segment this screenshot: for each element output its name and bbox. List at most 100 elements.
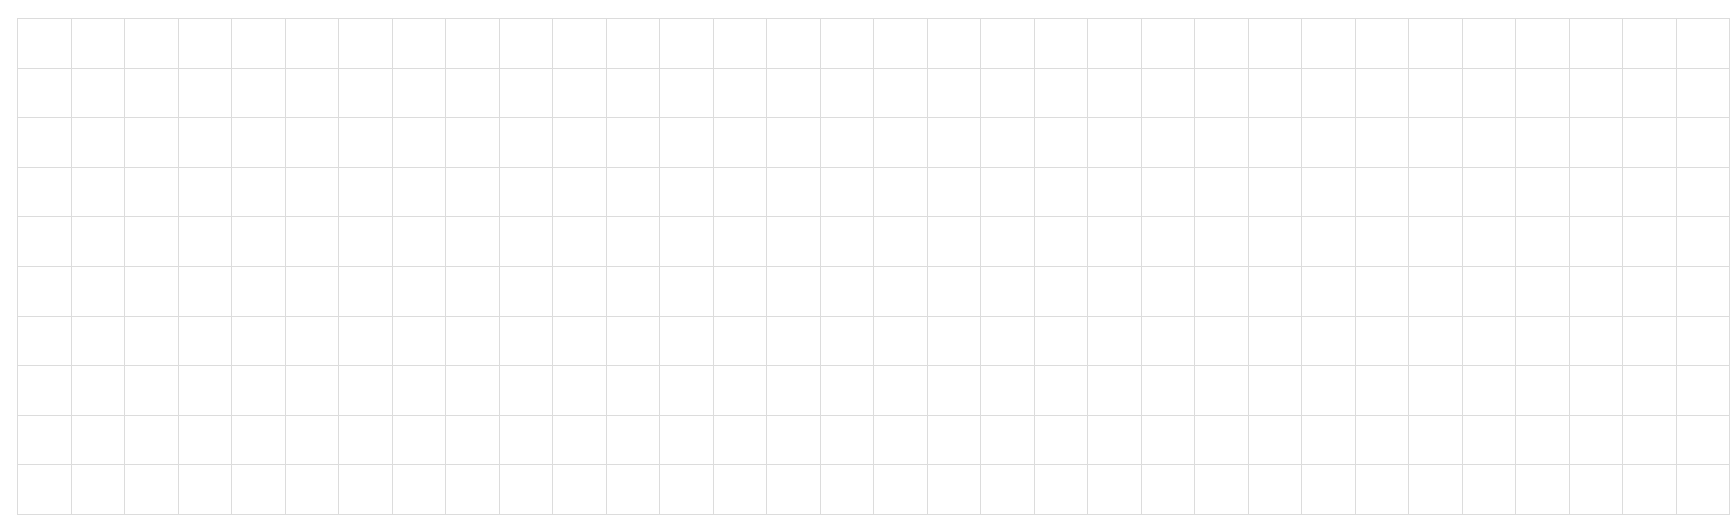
grid-cell[interactable] xyxy=(1355,465,1409,515)
grid-cell[interactable] xyxy=(1516,266,1570,317)
grid-cell[interactable] xyxy=(927,415,981,466)
grid-cell[interactable] xyxy=(125,19,179,69)
grid-cell[interactable] xyxy=(446,266,500,317)
grid-cell[interactable] xyxy=(1355,266,1409,317)
grid-cell[interactable] xyxy=(874,217,928,267)
grid-cell[interactable] xyxy=(71,19,125,69)
grid-cell[interactable] xyxy=(606,19,660,69)
grid-cell[interactable] xyxy=(981,415,1035,466)
grid-cell[interactable] xyxy=(499,316,553,367)
grid-cell[interactable] xyxy=(1569,316,1623,367)
grid-cell[interactable] xyxy=(874,68,928,119)
grid-cell[interactable] xyxy=(1088,415,1142,466)
grid-cell[interactable] xyxy=(339,217,393,267)
grid-cell[interactable] xyxy=(1516,465,1570,515)
grid-cell[interactable] xyxy=(285,316,339,367)
grid-cell[interactable] xyxy=(927,19,981,69)
grid-cell[interactable] xyxy=(1248,217,1302,267)
grid-cell[interactable] xyxy=(660,316,714,367)
grid-cell[interactable] xyxy=(981,68,1035,119)
grid-cell[interactable] xyxy=(767,68,821,119)
grid-cell[interactable] xyxy=(1195,217,1249,267)
grid-cell[interactable] xyxy=(606,118,660,168)
grid-cell[interactable] xyxy=(1302,366,1356,416)
grid-cell[interactable] xyxy=(1302,217,1356,267)
grid-cell[interactable] xyxy=(178,167,232,218)
grid-cell[interactable] xyxy=(713,167,767,218)
grid-cell[interactable] xyxy=(927,316,981,367)
grid-cell[interactable] xyxy=(1141,266,1195,317)
grid-cell[interactable] xyxy=(606,316,660,367)
grid-cell[interactable] xyxy=(927,118,981,168)
grid-cell[interactable] xyxy=(339,316,393,367)
grid-cell[interactable] xyxy=(713,118,767,168)
grid-cell[interactable] xyxy=(713,366,767,416)
grid-cell[interactable] xyxy=(1623,366,1677,416)
grid-cell[interactable] xyxy=(1141,366,1195,416)
grid-cell[interactable] xyxy=(1141,217,1195,267)
grid-cell[interactable] xyxy=(981,217,1035,267)
grid-cell[interactable] xyxy=(660,415,714,466)
grid-cell[interactable] xyxy=(125,118,179,168)
grid-cell[interactable] xyxy=(820,217,874,267)
grid-cell[interactable] xyxy=(713,465,767,515)
grid-cell[interactable] xyxy=(18,19,72,69)
grid-cell[interactable] xyxy=(820,465,874,515)
grid-cell[interactable] xyxy=(339,167,393,218)
grid-cell[interactable] xyxy=(499,266,553,317)
grid-cell[interactable] xyxy=(18,465,72,515)
grid-cell[interactable] xyxy=(1569,167,1623,218)
grid-cell[interactable] xyxy=(1569,366,1623,416)
grid-cell[interactable] xyxy=(1302,68,1356,119)
grid-cell[interactable] xyxy=(767,217,821,267)
grid-cell[interactable] xyxy=(1569,19,1623,69)
grid-cell[interactable] xyxy=(125,167,179,218)
grid-cell[interactable] xyxy=(1676,19,1730,69)
grid-cell[interactable] xyxy=(1302,19,1356,69)
grid-cell[interactable] xyxy=(178,415,232,466)
grid-cell[interactable] xyxy=(1676,465,1730,515)
grid-cell[interactable] xyxy=(1623,118,1677,168)
grid-cell[interactable] xyxy=(446,316,500,367)
grid-cell[interactable] xyxy=(339,118,393,168)
grid-cell[interactable] xyxy=(1141,68,1195,119)
grid-cell[interactable] xyxy=(1623,167,1677,218)
grid-cell[interactable] xyxy=(553,266,607,317)
grid-cell[interactable] xyxy=(499,415,553,466)
grid-cell[interactable] xyxy=(1088,167,1142,218)
grid-cell[interactable] xyxy=(820,19,874,69)
grid-cell[interactable] xyxy=(125,68,179,119)
grid-cell[interactable] xyxy=(874,167,928,218)
grid-cell[interactable] xyxy=(606,266,660,317)
grid-cell[interactable] xyxy=(1195,316,1249,367)
grid-cell[interactable] xyxy=(1302,266,1356,317)
grid-cell[interactable] xyxy=(232,118,286,168)
grid-cell[interactable] xyxy=(1088,266,1142,317)
grid-cell[interactable] xyxy=(1409,68,1463,119)
grid-cell[interactable] xyxy=(499,217,553,267)
grid-cell[interactable] xyxy=(1248,266,1302,317)
grid-cell[interactable] xyxy=(1195,366,1249,416)
grid-cell[interactable] xyxy=(874,316,928,367)
grid-cell[interactable] xyxy=(927,167,981,218)
grid-cell[interactable] xyxy=(1516,217,1570,267)
grid-cell[interactable] xyxy=(339,415,393,466)
grid-cell[interactable] xyxy=(1676,415,1730,466)
grid-cell[interactable] xyxy=(981,19,1035,69)
grid-cell[interactable] xyxy=(339,19,393,69)
grid-cell[interactable] xyxy=(981,316,1035,367)
grid-cell[interactable] xyxy=(767,266,821,317)
grid-cell[interactable] xyxy=(1462,316,1516,367)
grid-cell[interactable] xyxy=(553,118,607,168)
grid-cell[interactable] xyxy=(71,366,125,416)
grid-cell[interactable] xyxy=(125,316,179,367)
grid-cell[interactable] xyxy=(499,118,553,168)
grid-cell[interactable] xyxy=(18,118,72,168)
grid-cell[interactable] xyxy=(1516,167,1570,218)
grid-cell[interactable] xyxy=(981,266,1035,317)
grid-cell[interactable] xyxy=(1516,415,1570,466)
grid-cell[interactable] xyxy=(1569,266,1623,317)
grid-cell[interactable] xyxy=(1195,118,1249,168)
grid-cell[interactable] xyxy=(285,68,339,119)
grid-cell[interactable] xyxy=(1034,415,1088,466)
